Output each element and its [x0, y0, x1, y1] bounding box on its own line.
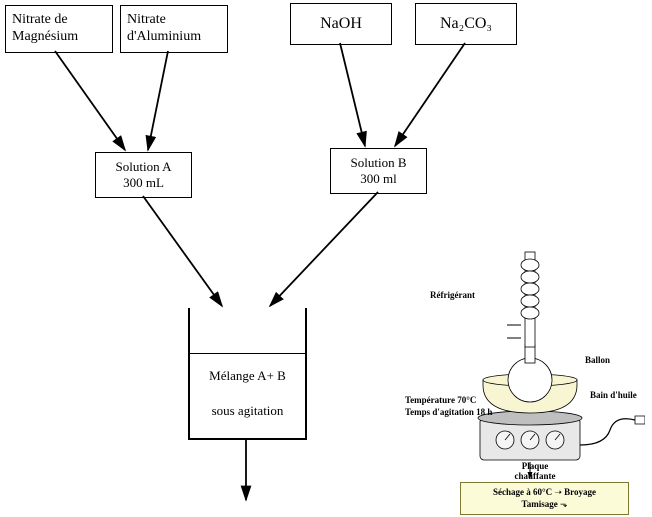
arrow-a-to-mix: [143, 196, 222, 306]
arrow-al-to-a: [148, 51, 168, 150]
label-refrigerant: Réfrigérant: [430, 290, 475, 300]
proc-arrow1: ➝: [554, 487, 564, 497]
arrow-b-to-mix: [270, 192, 378, 306]
label-temp: Température 70°C: [405, 395, 476, 405]
arrow-na2-to-b: [395, 43, 465, 146]
arrow-mg-to-a: [55, 51, 125, 150]
label-time: Temps d'agitation 18 h: [405, 407, 492, 417]
condenser-bulbs: [521, 259, 539, 319]
arrow-naoh-to-b: [340, 43, 365, 146]
plug-icon: [635, 416, 645, 424]
label-bain: Bain d'huile: [590, 390, 637, 400]
label-plaque-1: Plaque chauffante: [515, 461, 556, 481]
apparatus: Réfrigérant Ballon Bain d'huile Températ…: [405, 230, 645, 480]
proc-sechage: Séchage à 60°C: [493, 487, 552, 497]
plate-cord: [580, 419, 635, 445]
proc-broyage: Broyage: [564, 487, 596, 497]
proc-tamisage: Tamisage: [522, 499, 558, 509]
ballon: [508, 358, 552, 402]
proc-arrow2: ⬎: [560, 499, 568, 509]
label-ballon: Ballon: [585, 355, 610, 365]
process-box: Séchage à 60°C ➝ Broyage Tamisage ⬎: [460, 482, 629, 515]
ballon-neck: [525, 345, 535, 363]
